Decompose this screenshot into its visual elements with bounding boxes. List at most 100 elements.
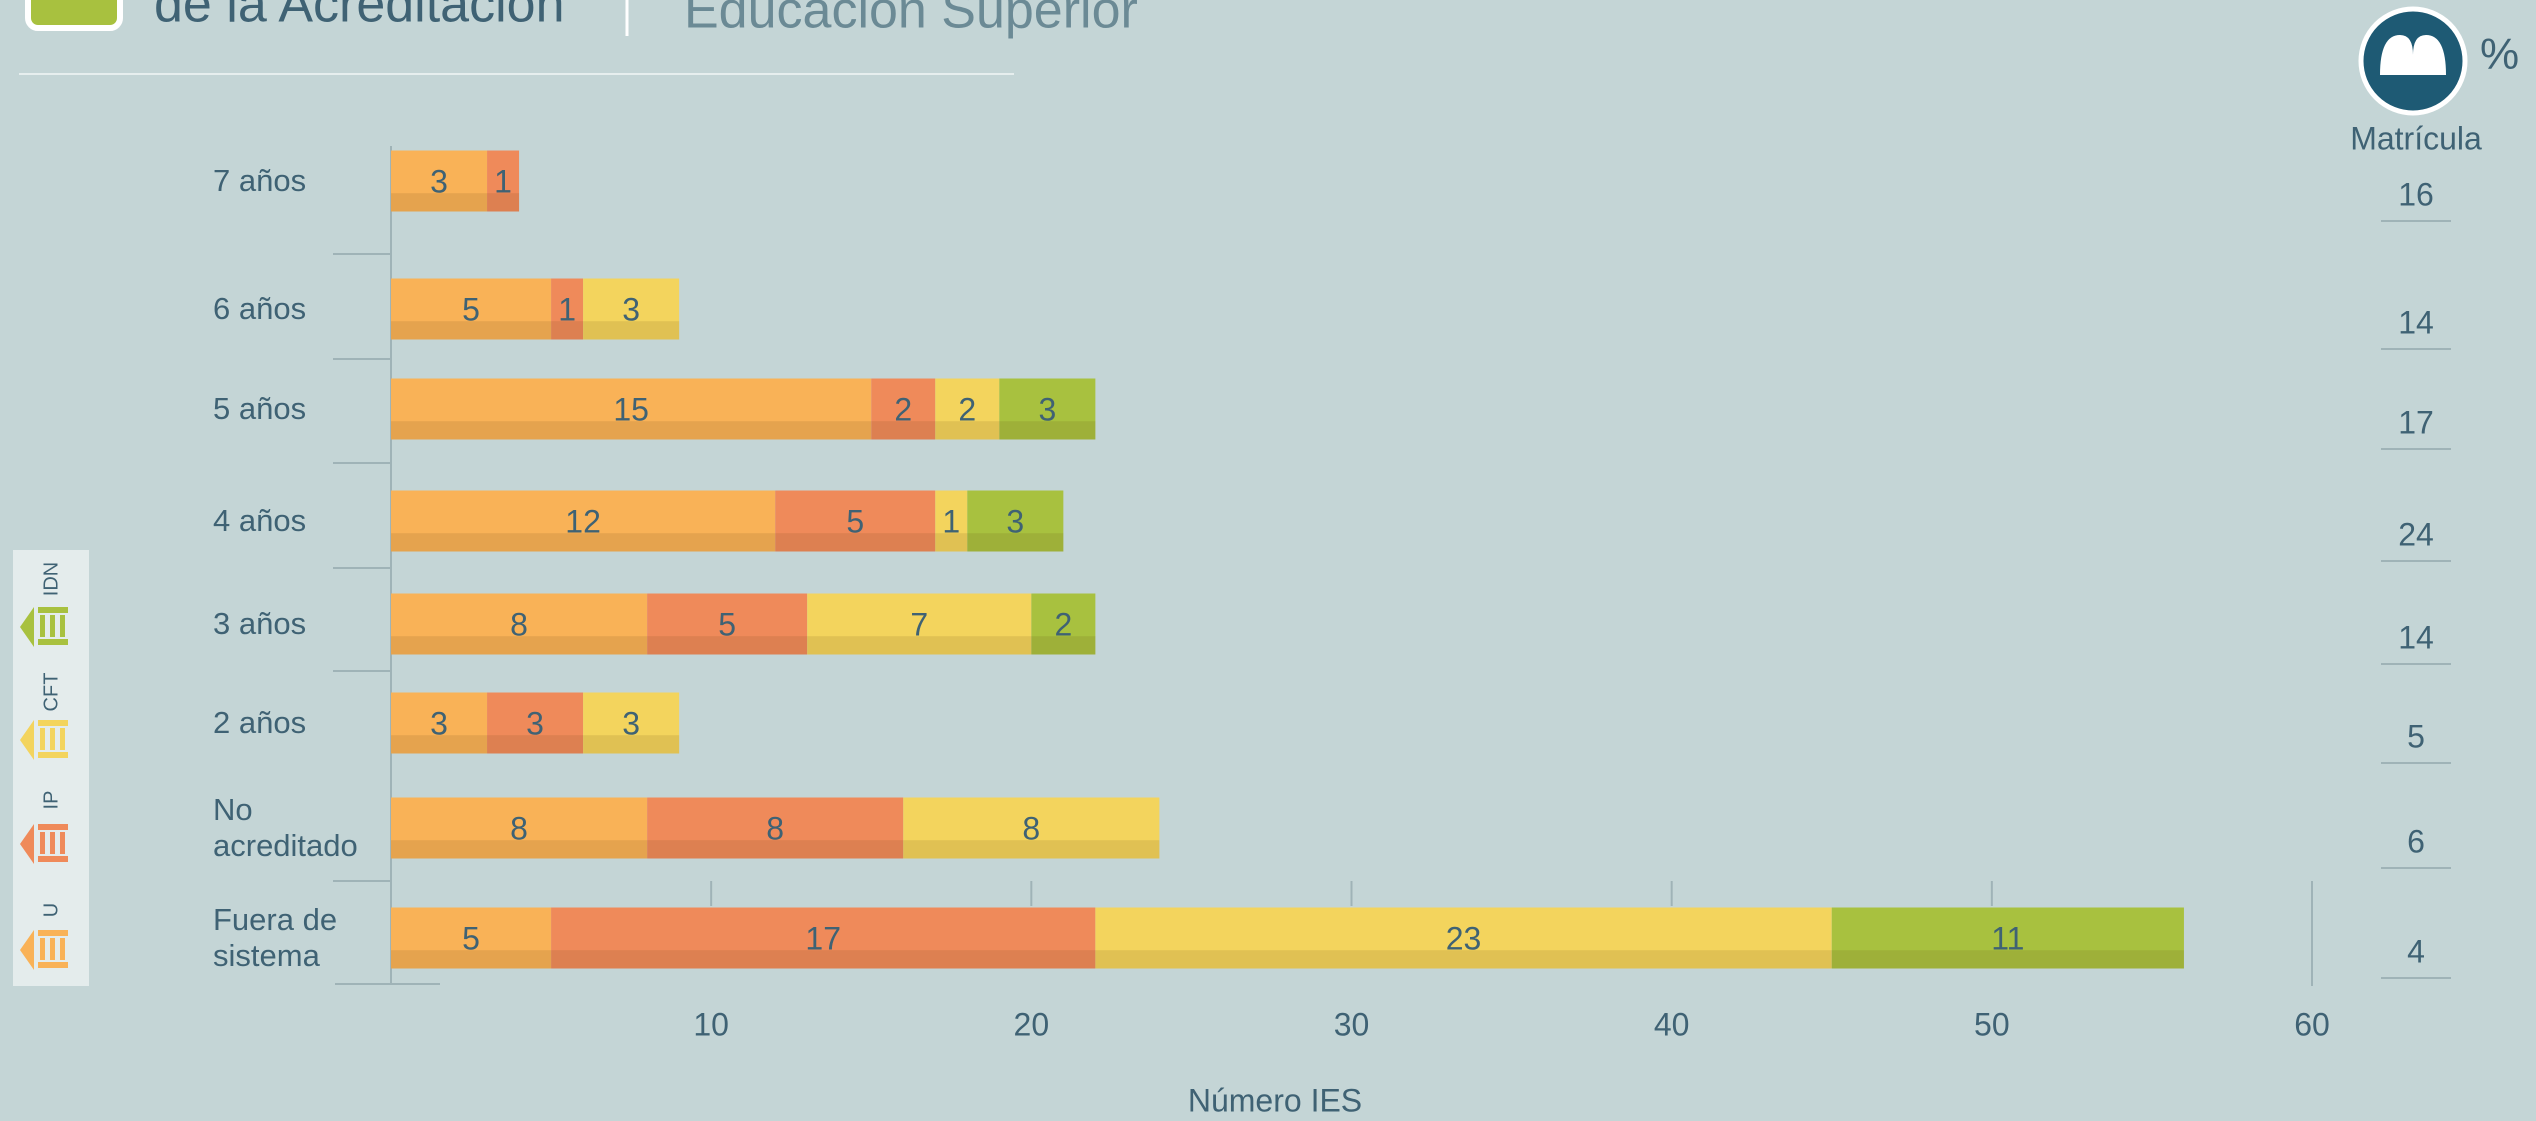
bar-segment bbox=[391, 593, 648, 655]
bar-segment bbox=[391, 797, 648, 859]
bar-segment bbox=[391, 150, 488, 212]
y-tick-label: No acreditado bbox=[213, 792, 358, 863]
x-tick-label: 10 bbox=[693, 1006, 729, 1042]
legend-label: IP bbox=[40, 791, 62, 810]
bar-shade bbox=[391, 636, 648, 655]
bar-shade bbox=[871, 421, 936, 440]
bar-shade bbox=[551, 321, 584, 340]
value-label: 5 bbox=[718, 606, 736, 642]
y-tick-label: 2 años bbox=[213, 705, 307, 740]
x-tick-label: 30 bbox=[1334, 1006, 1370, 1042]
value-label: 23 bbox=[1446, 920, 1482, 956]
legend-label: IDN bbox=[40, 562, 62, 596]
y-tick-label: 3 años bbox=[213, 606, 307, 641]
bar-shade bbox=[391, 735, 488, 754]
bar-segment bbox=[487, 692, 584, 754]
x-tick-label: 60 bbox=[2294, 1006, 2330, 1042]
bar-segment bbox=[775, 490, 936, 552]
value-label: 7 bbox=[910, 606, 928, 642]
value-label: 15 bbox=[613, 391, 649, 427]
value-label: 1 bbox=[494, 163, 512, 199]
value-label: 8 bbox=[510, 810, 528, 846]
bar-shade bbox=[583, 321, 680, 340]
bar-segment bbox=[391, 692, 488, 754]
value-label: 8 bbox=[1022, 810, 1040, 846]
bar-segment bbox=[647, 797, 904, 859]
bar-segment bbox=[871, 378, 936, 440]
bar-shade bbox=[487, 193, 520, 212]
value-label: 3 bbox=[430, 705, 448, 741]
bar-segment bbox=[967, 490, 1064, 552]
bar-shade bbox=[391, 950, 552, 969]
x-tick-label: 50 bbox=[1974, 1006, 2010, 1042]
side-value: 16 bbox=[2398, 176, 2434, 212]
title-badge bbox=[25, 0, 123, 31]
side-value: 6 bbox=[2407, 823, 2425, 859]
value-label: 5 bbox=[846, 503, 864, 539]
legend-icon bbox=[20, 930, 68, 970]
bar-segment bbox=[583, 278, 680, 340]
value-label: 1 bbox=[942, 503, 960, 539]
side-value: 17 bbox=[2398, 404, 2434, 440]
bar-shade bbox=[935, 421, 1000, 440]
value-label: 3 bbox=[526, 705, 544, 741]
bar-shade bbox=[391, 533, 776, 552]
side-value: 24 bbox=[2398, 516, 2434, 552]
bar-segment bbox=[391, 490, 776, 552]
y-tick-label: 5 años bbox=[213, 391, 307, 426]
value-label: 2 bbox=[958, 391, 976, 427]
side-value: 14 bbox=[2398, 304, 2434, 340]
bar-shade bbox=[391, 193, 488, 212]
side-title: Matrícula bbox=[2350, 120, 2482, 156]
bar-shade bbox=[1095, 950, 1832, 969]
value-label: 3 bbox=[622, 291, 640, 327]
value-label: 17 bbox=[805, 920, 841, 956]
legend-label: U bbox=[40, 903, 62, 917]
value-label: 8 bbox=[766, 810, 784, 846]
y-tick-label: 7 años bbox=[213, 163, 307, 198]
bar-segment bbox=[935, 378, 1000, 440]
x-tick-label: 40 bbox=[1654, 1006, 1690, 1042]
bar-segment bbox=[1831, 907, 2184, 969]
bar-shade bbox=[551, 950, 1096, 969]
bar-shade bbox=[775, 533, 936, 552]
legend-icon bbox=[20, 607, 68, 647]
bar-shade bbox=[391, 840, 648, 859]
value-label: 3 bbox=[622, 705, 640, 741]
bar-segment bbox=[391, 378, 872, 440]
bar-segment bbox=[1095, 907, 1832, 969]
value-label: 8 bbox=[510, 606, 528, 642]
bar-shade bbox=[391, 421, 872, 440]
value-label: 3 bbox=[1006, 503, 1024, 539]
value-label: 1 bbox=[558, 291, 576, 327]
value-label: 5 bbox=[462, 291, 480, 327]
side-value: 5 bbox=[2407, 718, 2425, 754]
value-label: 11 bbox=[1991, 920, 2024, 956]
value-label: 3 bbox=[430, 163, 448, 199]
side-unit: % bbox=[2480, 30, 2519, 79]
legend-icon bbox=[20, 824, 68, 864]
bar-segment bbox=[391, 278, 552, 340]
y-tick-label: 6 años bbox=[213, 291, 307, 326]
side-value: 14 bbox=[2398, 619, 2434, 655]
bar-shade bbox=[935, 533, 968, 552]
bar-shade bbox=[647, 840, 904, 859]
bar-segment bbox=[551, 907, 1096, 969]
bar-segment bbox=[999, 378, 1096, 440]
bar-shade bbox=[807, 636, 1032, 655]
bar-segment bbox=[391, 907, 552, 969]
x-tick-label: 20 bbox=[1014, 1006, 1050, 1042]
legend-label: CFT bbox=[40, 673, 62, 712]
value-label: 2 bbox=[1054, 606, 1072, 642]
bar-shade bbox=[903, 840, 1160, 859]
chart-subtitle: Educación Superior bbox=[684, 0, 1138, 40]
bar-shade bbox=[1031, 636, 1096, 655]
y-tick-label: 4 años bbox=[213, 503, 307, 538]
bar-shade bbox=[391, 321, 552, 340]
bar-segment bbox=[487, 150, 520, 212]
bar-segment bbox=[1031, 593, 1096, 655]
bar-shade bbox=[487, 735, 584, 754]
bar-shade bbox=[967, 533, 1064, 552]
